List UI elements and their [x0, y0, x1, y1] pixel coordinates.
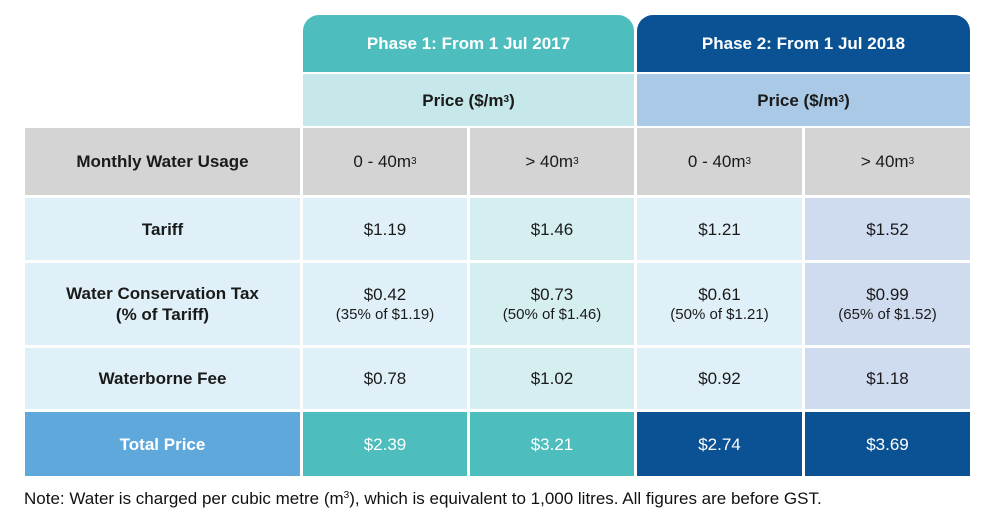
phase1-title: Phase 1: From 1 Jul 2017	[366, 34, 571, 53]
phase2-title: Phase 2: From 1 Jul 2018	[701, 34, 906, 53]
phase2-header: Phase 2: From 1 Jul 2018	[637, 15, 970, 72]
table-cell: $0.92	[637, 348, 802, 409]
table-cell: $1.19	[303, 198, 467, 260]
usage-tier: > 40m 3	[470, 128, 634, 195]
total-cell: $3.69	[805, 412, 970, 476]
footnote: Note: Water is charged per cubic metre (…	[24, 489, 822, 508]
table-cell: $1.21	[637, 198, 802, 260]
usage-label: Monthly Water Usage	[25, 128, 300, 195]
usage-tier: 0 - 40m 3	[637, 128, 802, 195]
total-cell: $3.21	[470, 412, 634, 476]
table-cell: $1.02	[470, 348, 634, 409]
table-cell: $1.46	[470, 198, 634, 260]
table-cell: $1.52	[805, 198, 970, 260]
usage-tier: > 40m 3	[805, 128, 970, 195]
table-cell: $0.42 (35% of $1.19)	[303, 263, 467, 345]
table-cell: $0.99 (65% of $1.52)	[805, 263, 970, 345]
phase1-price-header: Price ($/m 3)	[303, 74, 634, 126]
table-cell: $0.73 (50% of $1.46)	[470, 263, 634, 345]
usage-tier: 0 - 40m 3	[303, 128, 467, 195]
table-cell: $0.61 (50% of $1.21)	[637, 263, 802, 345]
row-label-wct: Water Conservation Tax (% of Tariff)	[25, 263, 300, 345]
table-cell: $0.78	[303, 348, 467, 409]
total-cell: $2.39	[303, 412, 467, 476]
phase2-price-header: Price ($/m 3)	[637, 74, 970, 126]
table-cell: $1.18	[805, 348, 970, 409]
phase1-header: Phase 1: From 1 Jul 2017	[303, 15, 634, 72]
total-cell: $2.74	[637, 412, 802, 476]
row-label-tariff: Tariff	[25, 198, 300, 260]
row-label-total: Total Price	[25, 412, 300, 476]
row-label-waterborne: Waterborne Fee	[25, 348, 300, 409]
